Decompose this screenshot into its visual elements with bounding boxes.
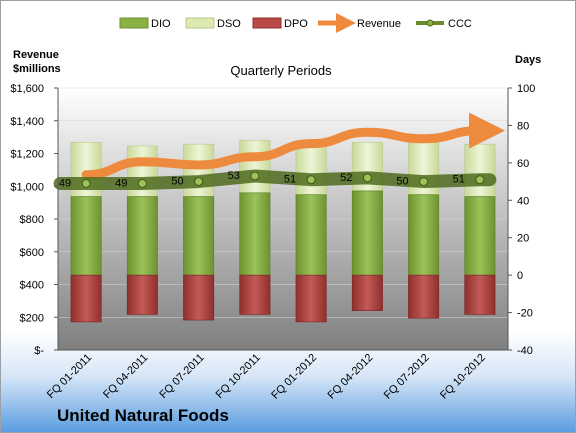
bar-dio	[70, 196, 102, 276]
right-tick-label: 60	[517, 158, 529, 170]
left-tick-label: $600	[20, 247, 44, 259]
bar-dpo	[408, 274, 440, 319]
ccc-point	[194, 177, 204, 187]
legend-label-dpo: DPO	[284, 18, 308, 30]
ccc-line	[53, 169, 497, 190]
ccc-data-label: 53	[228, 170, 240, 182]
bar-dso	[464, 143, 496, 197]
left-tick-label: $800	[20, 214, 44, 226]
ccc-point	[362, 173, 372, 183]
ccc-data-label: 51	[453, 174, 465, 186]
right-axis: -40 -20 0 20 40 60 80 100	[507, 83, 535, 357]
revenue-layer	[81, 112, 506, 180]
left-tick-label: $200	[20, 312, 44, 324]
bar-dpo	[183, 274, 215, 321]
bar-dpo	[239, 274, 271, 315]
legend-label-dso: DSO	[217, 18, 241, 30]
ccc-point	[306, 175, 316, 185]
left-tick-label: $1,200	[10, 149, 44, 161]
right-tick-label: 0	[517, 270, 523, 282]
left-tick-label: $1,000	[10, 181, 44, 193]
ccc-layer: 49 49 50 53 51 52 50 51	[53, 169, 497, 190]
chart-subtitle: Quarterly Periods	[230, 63, 332, 78]
right-tick-label: 100	[517, 83, 535, 95]
bar-dpo	[464, 274, 496, 315]
left-tick-label: $1,600	[10, 83, 44, 95]
bar-dso	[239, 140, 271, 194]
bar-dio	[351, 190, 383, 276]
bar-dio	[239, 192, 271, 276]
ccc-point	[475, 175, 485, 185]
right-tick-label: 40	[517, 195, 529, 207]
ccc-data-label: 52	[340, 172, 352, 184]
left-axis-title-line2: $millions	[13, 63, 61, 75]
legend: DIO DSO DPO Revenue CCC	[119, 13, 472, 33]
ccc-point	[81, 178, 91, 188]
ccc-point	[250, 171, 260, 181]
bar-dio	[126, 196, 158, 276]
legend-swatch-dso	[185, 17, 215, 29]
bar-dpo	[70, 274, 102, 323]
right-tick-label: 80	[517, 120, 529, 132]
bar-dpo	[126, 274, 158, 315]
bar-dio	[408, 194, 440, 276]
bar-dio	[464, 196, 496, 276]
legend-swatch-dpo	[252, 17, 282, 29]
bar-dso	[183, 143, 215, 197]
right-tick-label: -20	[517, 308, 533, 320]
ccc-data-label: 50	[396, 176, 408, 188]
legend-swatch-ccc-dot	[426, 19, 434, 27]
legend-label-revenue: Revenue	[357, 18, 401, 30]
bar-dpo	[295, 274, 327, 323]
left-axis-title-line1: Revenue	[13, 49, 59, 61]
left-tick-label: $-	[34, 345, 44, 357]
bar-dpo	[351, 274, 383, 311]
bar-dio	[295, 194, 327, 276]
bar-dio	[183, 196, 215, 276]
footer-title: United Natural Foods	[57, 406, 229, 425]
ccc-data-label: 49	[115, 177, 127, 189]
left-axis: $- $200 $400 $600 $800 $1,000 $1,200 $1,400 $1,6…	[10, 83, 59, 357]
ccc-data-label: 49	[59, 177, 71, 189]
legend-swatch-dio	[119, 17, 149, 29]
legend-label-dio: DIO	[151, 18, 171, 30]
legend-label-ccc: CCC	[448, 18, 472, 30]
ccc-point	[419, 177, 429, 187]
right-tick-label: 20	[517, 233, 529, 245]
left-tick-label: $1,400	[10, 116, 44, 128]
left-tick-label: $400	[20, 280, 44, 292]
ccc-data-label: 51	[284, 174, 296, 186]
right-axis-title: Days	[515, 54, 541, 66]
ccc-data-label: 50	[171, 176, 183, 188]
revenue-line	[81, 112, 506, 180]
right-tick-label: -40	[517, 345, 533, 357]
ccc-point	[137, 178, 147, 188]
